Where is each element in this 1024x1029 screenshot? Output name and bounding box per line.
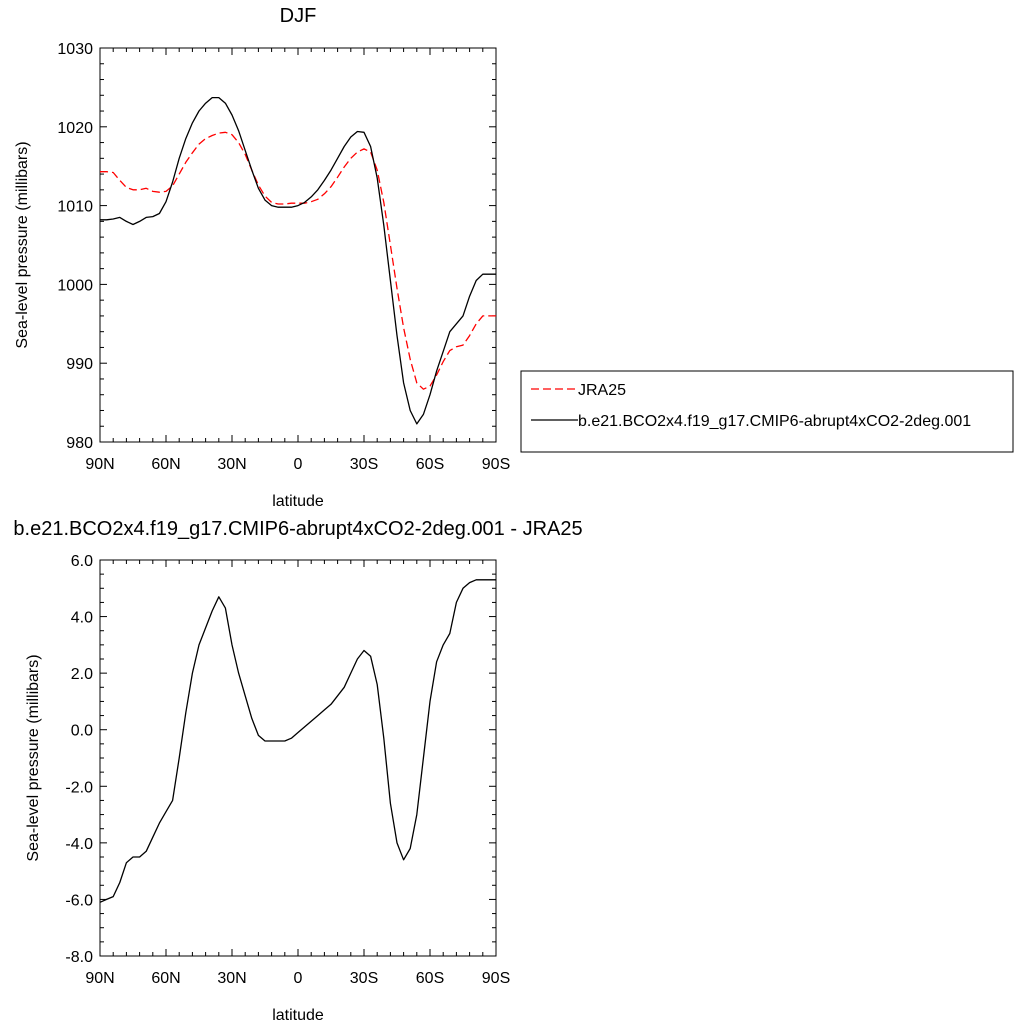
y-tick-label: 1010	[57, 199, 93, 216]
x-tick-label: 0	[294, 970, 303, 987]
y-axis-label: Sea-level pressure (millibars)	[14, 141, 31, 348]
y-tick-label: 980	[66, 435, 93, 452]
x-tick-label: 90S	[482, 456, 510, 473]
x-tick-label: 60S	[416, 970, 444, 987]
chart-panel-1: 90N 60N 30N 0 30S 60S 90S 980 990 1000 1010 1020 103…	[14, 5, 1014, 510]
legend-label: b.e21.BCO2x4.f19_g17.CMIP6-abrupt4xCO2-2…	[578, 413, 971, 430]
y-tick-label: 1030	[57, 41, 93, 58]
y-tick-label: 990	[66, 356, 93, 373]
x-tick-label: 30N	[217, 456, 246, 473]
x-tick-label: 30S	[350, 456, 378, 473]
plot-frame	[99, 559, 497, 957]
x-tick-label: 60N	[151, 970, 180, 987]
y-tick-label: -4.0	[65, 836, 93, 853]
y-tick-label: 4.0	[71, 610, 93, 627]
series-line-1	[99, 579, 496, 903]
y-tick-label: 0.0	[71, 723, 93, 740]
x-tick-label: 90N	[85, 456, 114, 473]
y-tick-label: -2.0	[65, 779, 93, 796]
series-line-1	[100, 131, 496, 390]
x-tick-label: 30N	[217, 970, 246, 987]
y-tick-label: 1000	[57, 277, 93, 294]
legend-label: JRA25	[578, 382, 626, 399]
x-tick-label: 30S	[350, 970, 378, 987]
y-tick-label: -8.0	[65, 949, 93, 966]
legend: JRA25 b.e21.BCO2x4.f19_g17.CMIP6-abrupt4x…	[520, 370, 1014, 453]
x-tick-label: 60S	[416, 456, 444, 473]
series-line-2	[100, 96, 496, 425]
y-tick-label: 2.0	[71, 666, 93, 683]
chart-title: DJF	[280, 5, 317, 27]
y-tick-label: 6.0	[71, 553, 93, 570]
chart-title: b.e21.BCO2x4.f19_g17.CMIP6-abrupt4xCO2-2…	[13, 518, 582, 540]
legend-box	[520, 370, 1014, 453]
x-tick-label: 90S	[482, 970, 510, 987]
y-tick-label: -6.0	[65, 892, 93, 909]
chart-panel-2: 90N 60N 30N 0 30S 60S 90S -8.0 -6.0 -4.0 -2.0 0.0 2.…	[13, 518, 582, 1024]
x-tick-label: 0	[294, 456, 303, 473]
x-axis-label: latitude	[272, 493, 324, 510]
y-tick-label: 1020	[57, 120, 93, 137]
plot-frame	[99, 47, 497, 443]
x-axis-label: latitude	[272, 1007, 324, 1024]
x-tick-label: 60N	[151, 456, 180, 473]
x-tick-label: 90N	[85, 970, 114, 987]
y-axis-label: Sea-level pressure (millibars)	[25, 654, 42, 861]
